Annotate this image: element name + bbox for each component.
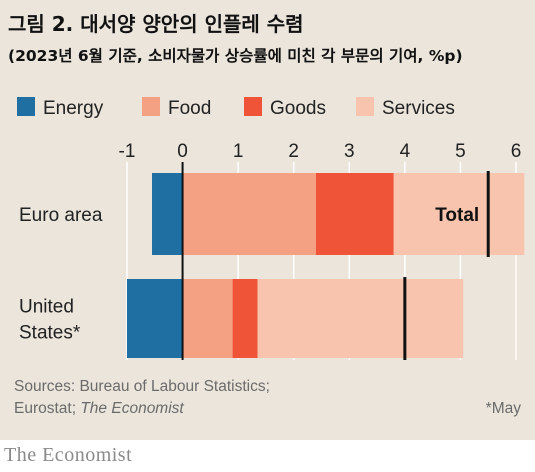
tick-label-4: 4: [400, 141, 411, 162]
bar-goods-united-states: [232, 279, 258, 358]
sources-line-2: Eurostat; The Economist: [14, 398, 270, 420]
sources-economist: The Economist: [80, 400, 184, 417]
bar-services-euro-area: [393, 173, 525, 255]
sources-note: Sources: Bureau of Labour Statistics; Eu…: [14, 376, 270, 420]
category-label: United States*: [19, 297, 81, 344]
bar-food-euro-area: [182, 173, 316, 255]
bar-energy-euro-area: [152, 173, 183, 255]
tick-label-2: 2: [288, 141, 299, 162]
bar-energy-united-states: [127, 279, 183, 358]
total-label: Total: [435, 205, 479, 226]
sources-eurostat: Eurostat;: [14, 400, 81, 417]
legend-label-services: Services: [382, 98, 455, 119]
chart-title: 그림 2. 대서양 양안의 인플레 수렴: [8, 12, 304, 36]
tick-label-5: 5: [455, 141, 466, 162]
tick-label-3: 3: [344, 141, 355, 162]
footnote-may: *May: [485, 400, 521, 417]
bar-food-united-states: [182, 279, 233, 358]
bar-goods-euro-area: [315, 173, 394, 255]
legend-swatch-food: [142, 97, 160, 116]
legend-swatch-services: [356, 97, 374, 116]
bar-services-united-states: [257, 279, 464, 358]
stacked-bar-chart: Energy Food Goods Services -1 0 1 2 3 4 5 6 Euro are…: [17, 97, 525, 360]
legend-swatch-goods: [244, 97, 262, 116]
tick-label--1: -1: [119, 141, 136, 162]
legend-label-food: Food: [168, 98, 211, 119]
category-label: Euro area: [19, 205, 103, 226]
sources-line-1: Sources: Bureau of Labour Statistics;: [14, 378, 270, 395]
tick-label-1: 1: [233, 141, 244, 162]
chart-subtitle: (2023년 6월 기준, 소비자물가 상승률에 미친 각 부문의 기여, %p…: [8, 47, 463, 65]
tick-label-0: 0: [177, 141, 188, 162]
legend-swatch-energy: [17, 97, 35, 116]
legend-label-goods: Goods: [270, 98, 326, 119]
tick-label-6: 6: [511, 141, 522, 162]
legend-label-energy: Energy: [43, 98, 104, 119]
brand-logo: The Economist: [4, 444, 133, 466]
